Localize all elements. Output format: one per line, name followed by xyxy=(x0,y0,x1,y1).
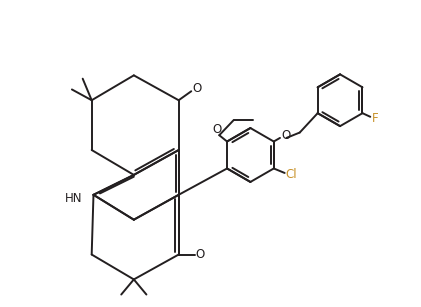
Text: O: O xyxy=(192,82,201,95)
Text: Cl: Cl xyxy=(285,168,297,181)
Text: O: O xyxy=(212,123,221,136)
Text: O: O xyxy=(282,129,291,142)
Text: F: F xyxy=(372,112,378,125)
Text: HN: HN xyxy=(65,192,83,205)
Text: O: O xyxy=(196,248,205,261)
